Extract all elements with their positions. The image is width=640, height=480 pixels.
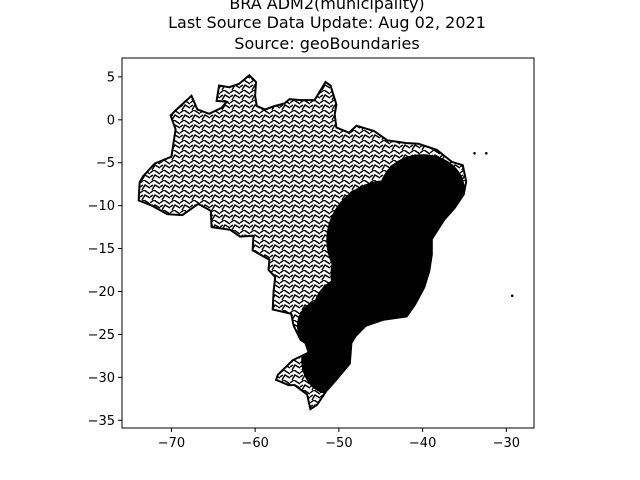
title-line-3: Source: geoBoundaries: [234, 34, 419, 53]
y-tick-label: −5: [96, 156, 115, 171]
country-outline: [137, 73, 468, 411]
y-tick-label: −20: [88, 285, 115, 300]
x-tick-label: −50: [325, 436, 352, 451]
y-tick-label: −10: [88, 199, 115, 214]
dense-cluster-6: [297, 300, 348, 352]
y-tick-label: 0: [107, 113, 115, 128]
dense-cluster-5: [330, 231, 398, 318]
municipality-boundaries: [138, 75, 467, 410]
x-tick-label: −60: [241, 436, 268, 451]
y-tick-label: 5: [107, 70, 115, 85]
island-0: [485, 152, 488, 155]
y-tick-label: −15: [88, 242, 115, 257]
x-axis: −70 −60 −50 −40 −30: [158, 428, 520, 451]
y-tick-label: −35: [88, 414, 115, 429]
dense-boundary-region: [297, 154, 465, 395]
x-tick-label: −40: [409, 436, 436, 451]
y-tick-label: −30: [88, 371, 115, 386]
island-2: [473, 152, 476, 155]
y-tick-label: −25: [88, 328, 115, 343]
plot-frame: [121, 57, 535, 429]
title-line-2: Last Source Data Update: Aug 02, 2021: [168, 13, 486, 32]
dense-cluster-2: [380, 154, 465, 223]
title-line-1: BRA ADM2(municipality): [229, 0, 424, 13]
island-1: [510, 294, 514, 298]
x-tick-label: −30: [493, 436, 520, 451]
y-axis: 5 0 −5 −10 −15 −20 −25 −30 −35: [88, 70, 122, 429]
x-tick-label: −70: [158, 436, 185, 451]
map-layer: [137, 73, 514, 411]
